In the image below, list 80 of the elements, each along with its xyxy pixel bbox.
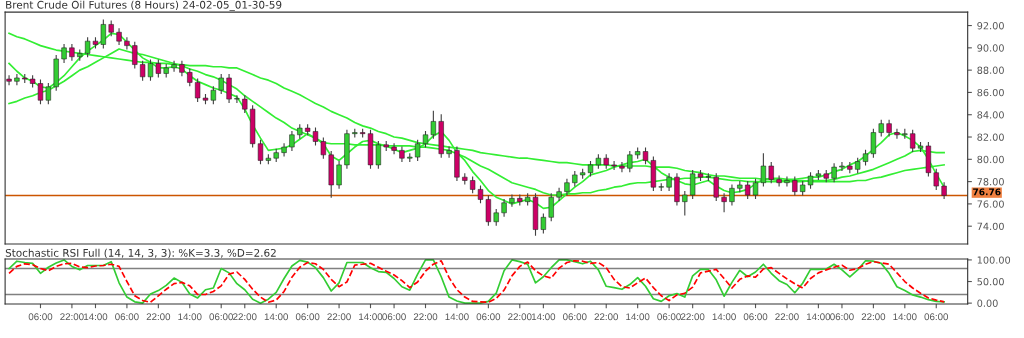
candlestick [894,128,900,139]
x-tick-label: 14:00 [531,313,556,321]
x-tick-label: 06:00 [28,313,53,321]
candlestick [713,173,719,202]
candlestick [336,160,342,189]
x-tick-label: 06:00 [115,313,139,321]
candlestick [509,194,515,207]
x-tick-label: 22:00 [775,313,799,321]
x-tick-label: 22:00 [413,313,438,321]
candlestick [6,75,12,86]
x-tick-label: 06:00 [209,313,233,321]
x-tick-label: 22:00 [327,313,351,321]
x-tick-label: 06:00 [476,313,501,321]
candlestick [218,74,224,95]
candlestick [281,143,287,157]
x-tick-label: 22:00 [680,313,705,321]
candlestick [721,193,727,213]
y-tick-label: 86.00 [977,88,1004,97]
line-series [8,259,945,304]
candlestick [933,168,939,190]
y-tick-label: 88.00 [977,66,1004,74]
x-tick-label: 06:00 [924,313,949,321]
candlestick [234,95,240,104]
candlestick [14,74,20,86]
candlestick [768,162,774,184]
candlestick [100,19,106,49]
x-tick-label: 06:00 [382,313,406,321]
candlestick [611,160,617,170]
candlestick [839,162,845,172]
y-tick-label: 90.00 [977,44,1004,52]
x-tick-label: 14:00 [264,313,288,321]
chart-title: Brent Crude Oil Futures (8 Hours) 24-02-05_01-30-59 [6,0,282,12]
x-tick-label: 14:00 [893,313,917,321]
ref-line-label: 76.76 [973,188,1001,196]
x-tick-label: 14:00 [359,313,383,321]
candlestick [124,37,130,50]
candlestick [682,191,688,216]
y-tick-label: 92.00 [977,22,1004,30]
x-tick-label: 06:00 [657,313,681,321]
x-tick-label: 22:00 [594,313,619,321]
x-tick-label: 22:00 [233,313,257,321]
candlestick [729,184,735,206]
x-tick-label: 14:00 [626,313,650,321]
y-tick-label: 0.00 [977,299,998,307]
y-tick-label: 82.00 [977,133,1004,141]
x-tick-label: 14:00 [712,313,736,321]
candlestick [548,193,554,222]
x-tick-label: 14:00 [806,313,831,321]
x-tick-label: 14:00 [178,313,202,321]
x-tick-label: 06:00 [563,313,587,321]
y-tick-label: 78.00 [977,178,1004,186]
candlestick [776,175,782,187]
x-tick-label: 22:00 [861,313,886,321]
candlestick [784,176,790,187]
candlestick [910,129,916,153]
candlestick [289,130,295,151]
candlestick [619,162,625,173]
candlestick [132,41,138,69]
x-tick-label: 06:00 [830,313,854,321]
x-tick-label: 22:00 [146,313,171,321]
candlestick [690,169,696,199]
x-tick-label: 14:00 [445,313,469,321]
chart-title: Stochastic RSI Full (14, 14, 3, 3): %K=3.3, %D=2.62 [5,248,276,259]
x-tick-label: 14:00 [84,313,108,321]
y-tick-label: 100.00 [977,256,1011,264]
candlestick [45,82,51,105]
x-tick-label: 22:00 [60,313,84,321]
x-tick-label: 06:00 [743,313,768,321]
y-tick-label: 84.00 [977,111,1004,119]
candlestick [627,150,633,173]
y-tick-label: 50.00 [977,278,1004,286]
candlestick [391,143,397,155]
candlestick [226,74,232,104]
y-tick-label: 80.00 [977,155,1004,164]
x-tick-label: 06:00 [295,313,320,321]
x-tick-label: 22:00 [508,313,532,321]
y-tick-label: 76.00 [977,200,1004,208]
candlestick [171,60,177,72]
y-tick-label: 74.00 [977,222,1004,231]
candlestick [446,146,452,158]
